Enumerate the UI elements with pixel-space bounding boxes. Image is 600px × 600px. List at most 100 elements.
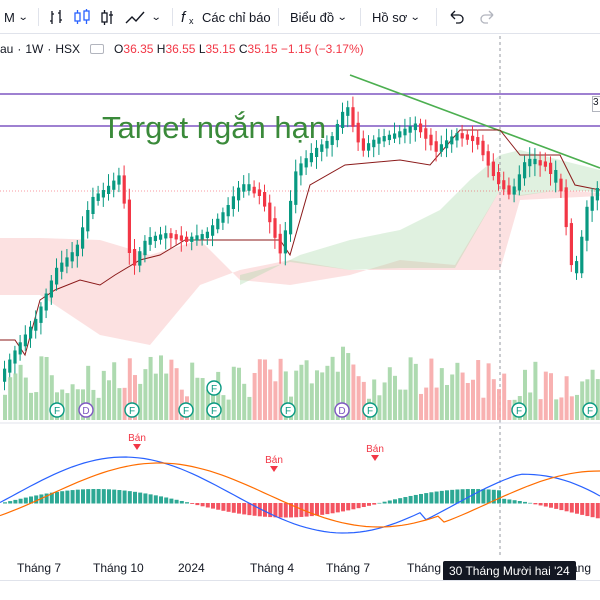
macd-histogram-bar [595, 503, 600, 519]
event-flags: F D F FFF F D F F F [49, 380, 598, 418]
downtrend-line[interactable] [349, 74, 600, 169]
volume-bar [8, 377, 13, 420]
candle-body [320, 144, 324, 152]
volume-bar [273, 381, 278, 420]
candle-body [377, 137, 381, 144]
candle-body [127, 199, 131, 253]
cloud-bearish [0, 190, 600, 345]
volume-bar [247, 396, 252, 420]
macd-histogram-bar [216, 503, 221, 510]
candle-body [190, 236, 194, 242]
candle-body [517, 174, 521, 191]
visibility-icon[interactable] [90, 44, 105, 54]
time-axis[interactable]: Tháng 7 Tháng 10 2024 Tháng 4 Tháng 7 Th… [0, 556, 600, 589]
macd-histogram-bar [242, 503, 247, 515]
volume-bar [231, 366, 236, 420]
candle-body [247, 184, 251, 191]
macd-histogram-bar [523, 501, 527, 504]
macd-histogram-bar [75, 489, 80, 504]
hollow-candles-button[interactable] [98, 0, 118, 34]
macd-histogram-bar [455, 489, 460, 504]
macd-histogram-bar [221, 503, 226, 511]
volume-bar [424, 387, 429, 420]
volume-bar [122, 387, 127, 420]
volume-bar [195, 377, 200, 420]
volume-bar [169, 359, 174, 420]
macd-histogram-bar [299, 503, 304, 517]
candle-body [491, 161, 495, 176]
undo-button[interactable] [446, 0, 466, 34]
macd-histogram-bar [335, 503, 340, 513]
macd-histogram-bar [549, 503, 553, 508]
indicators-button[interactable]: f x Các chỉ báo [180, 0, 271, 34]
candle-body [122, 175, 126, 204]
macd-histogram-bar [330, 503, 335, 514]
volume-bar [585, 379, 590, 420]
candle-body [273, 218, 277, 238]
volume-bar [403, 389, 408, 420]
event-flag-label: F [183, 406, 189, 417]
volume-bar [372, 379, 377, 420]
candle-body [398, 131, 402, 138]
macd-histogram-bar [122, 490, 127, 504]
candle-body [299, 163, 303, 176]
candle-body [512, 186, 516, 195]
redo-button[interactable] [478, 0, 498, 34]
candle-body [351, 107, 355, 127]
candle-body [580, 236, 584, 274]
macd-histogram-bar [528, 502, 533, 504]
volume-bar [96, 397, 101, 420]
event-flag-icon [124, 402, 140, 418]
event-flag-label: F [367, 406, 373, 417]
candle-body [575, 261, 579, 274]
macd-histogram-bar [554, 503, 559, 509]
symbol-name[interactable]: au [0, 42, 14, 56]
macd-histogram-bar [393, 499, 397, 504]
profile-label: Hồ sơ [372, 9, 408, 25]
signal-line [0, 462, 600, 528]
candle-body [445, 140, 449, 149]
event-flag-icon [334, 402, 350, 418]
candle-body [185, 236, 189, 242]
candle-body [564, 187, 568, 228]
candle-body [3, 368, 7, 382]
volume-bar [44, 356, 49, 420]
volume-bar [159, 355, 163, 420]
event-flag-icon [511, 402, 527, 418]
candle-body [507, 185, 511, 195]
macd-histogram-bar [413, 494, 418, 504]
candle-body [153, 235, 157, 242]
candle-body [211, 225, 215, 236]
profile-button[interactable]: Hồ sơ ⌄ [372, 0, 421, 34]
candles-chart-button[interactable] [72, 0, 92, 34]
macd-histogram-bar [117, 490, 122, 504]
event-flag-icon [206, 380, 222, 396]
volume-bar [164, 373, 169, 420]
macd-histogram-bar [55, 491, 59, 504]
volume-bar [455, 362, 460, 420]
volume-bar [263, 359, 267, 420]
macd-histogram-bar [138, 492, 143, 504]
line-chart-button[interactable]: ⌄ [124, 0, 162, 34]
macd-histogram-bar [107, 489, 111, 504]
volume-bar [450, 374, 455, 420]
macd-histogram-bar [91, 489, 96, 504]
candle-body [330, 136, 334, 145]
bars-chart-button[interactable] [48, 0, 68, 34]
chart-type-label: Biểu đồ [290, 9, 335, 25]
volume-bar [200, 378, 205, 420]
volume-bar [133, 375, 137, 420]
macd-histogram-bar [127, 491, 132, 504]
interval-button[interactable]: M ⌄ [4, 0, 28, 34]
open-value: 36.35 [123, 42, 154, 56]
volume-bar [486, 363, 491, 420]
macd-histogram-bar [507, 499, 512, 504]
candle-body [471, 135, 475, 142]
macd-line [0, 456, 600, 534]
target-annotation[interactable]: Target ngắn hạn [102, 110, 326, 145]
candle-body [346, 107, 350, 116]
candle-body [595, 188, 599, 201]
chart-layout-button[interactable]: Biểu đồ ⌄ [290, 0, 348, 34]
volume-bar [49, 375, 54, 420]
